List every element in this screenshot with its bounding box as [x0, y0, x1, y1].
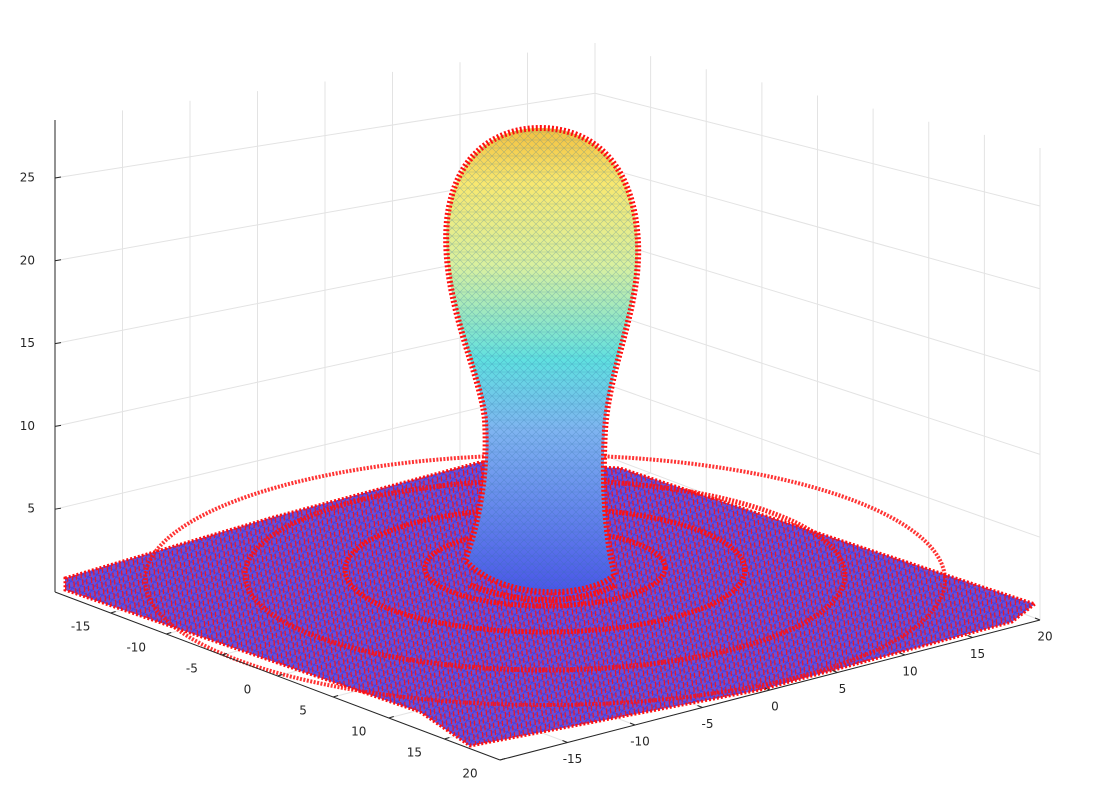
x-tick [221, 653, 228, 656]
z-tick [54, 507, 62, 510]
x-tick [444, 737, 450, 740]
z-tick [54, 259, 62, 262]
y-tick-label: -5 [702, 717, 714, 731]
y-tick-label: -15 [563, 752, 583, 766]
grid-line [594, 92, 1041, 207]
y-tick-label: 10 [902, 665, 917, 679]
x-tick [499, 758, 506, 761]
x-tick-label: 0 [244, 683, 252, 697]
x-tick-label: 5 [299, 704, 307, 718]
y-tick [764, 687, 771, 691]
grid-line [594, 379, 1041, 538]
y-tick-label: 15 [970, 647, 985, 661]
z-tick-label: 10 [20, 419, 35, 433]
z-tick [54, 176, 62, 179]
x-tick-label: 15 [407, 746, 422, 760]
x-tick-label: 10 [351, 725, 366, 739]
y-tick [967, 635, 973, 638]
x-tick [166, 632, 172, 635]
y-tick [629, 722, 636, 726]
y-tick-label: 20 [1037, 630, 1052, 644]
axes: 5 10 15 20 25 -15 -10 -5 0 5 10 15 20 -15 -10 -5 0 5 10 15 2… [20, 120, 1053, 781]
z-tick-label: 20 [20, 253, 35, 267]
x-tick [388, 716, 394, 719]
y-tick [562, 740, 568, 743]
y-tick-label: -10 [630, 735, 650, 749]
z-tick-label: 25 [20, 170, 35, 184]
y-tick [1034, 617, 1041, 621]
x-tick [332, 695, 339, 698]
x-tick [110, 611, 116, 614]
y-tick [697, 705, 703, 708]
z-tick-label: 15 [20, 336, 35, 350]
z-tick [54, 342, 62, 345]
surface [63, 124, 1039, 748]
x-tick-label: -15 [71, 620, 91, 634]
y-tick [899, 652, 906, 656]
y-tick-label: 5 [839, 682, 847, 696]
grid-line [594, 164, 1041, 290]
x-tick-label: -5 [186, 662, 198, 676]
z-tick [54, 424, 62, 427]
x-tick [277, 674, 283, 677]
x-tick-label: 20 [462, 767, 477, 781]
grid-line [594, 236, 1041, 373]
grid-line [54, 92, 596, 179]
grid-line [594, 308, 1041, 455]
x-tick-label: -10 [126, 641, 146, 655]
y-tick-label: 0 [771, 700, 779, 714]
z-tick-label: 5 [27, 502, 35, 516]
y-tick [832, 670, 838, 673]
